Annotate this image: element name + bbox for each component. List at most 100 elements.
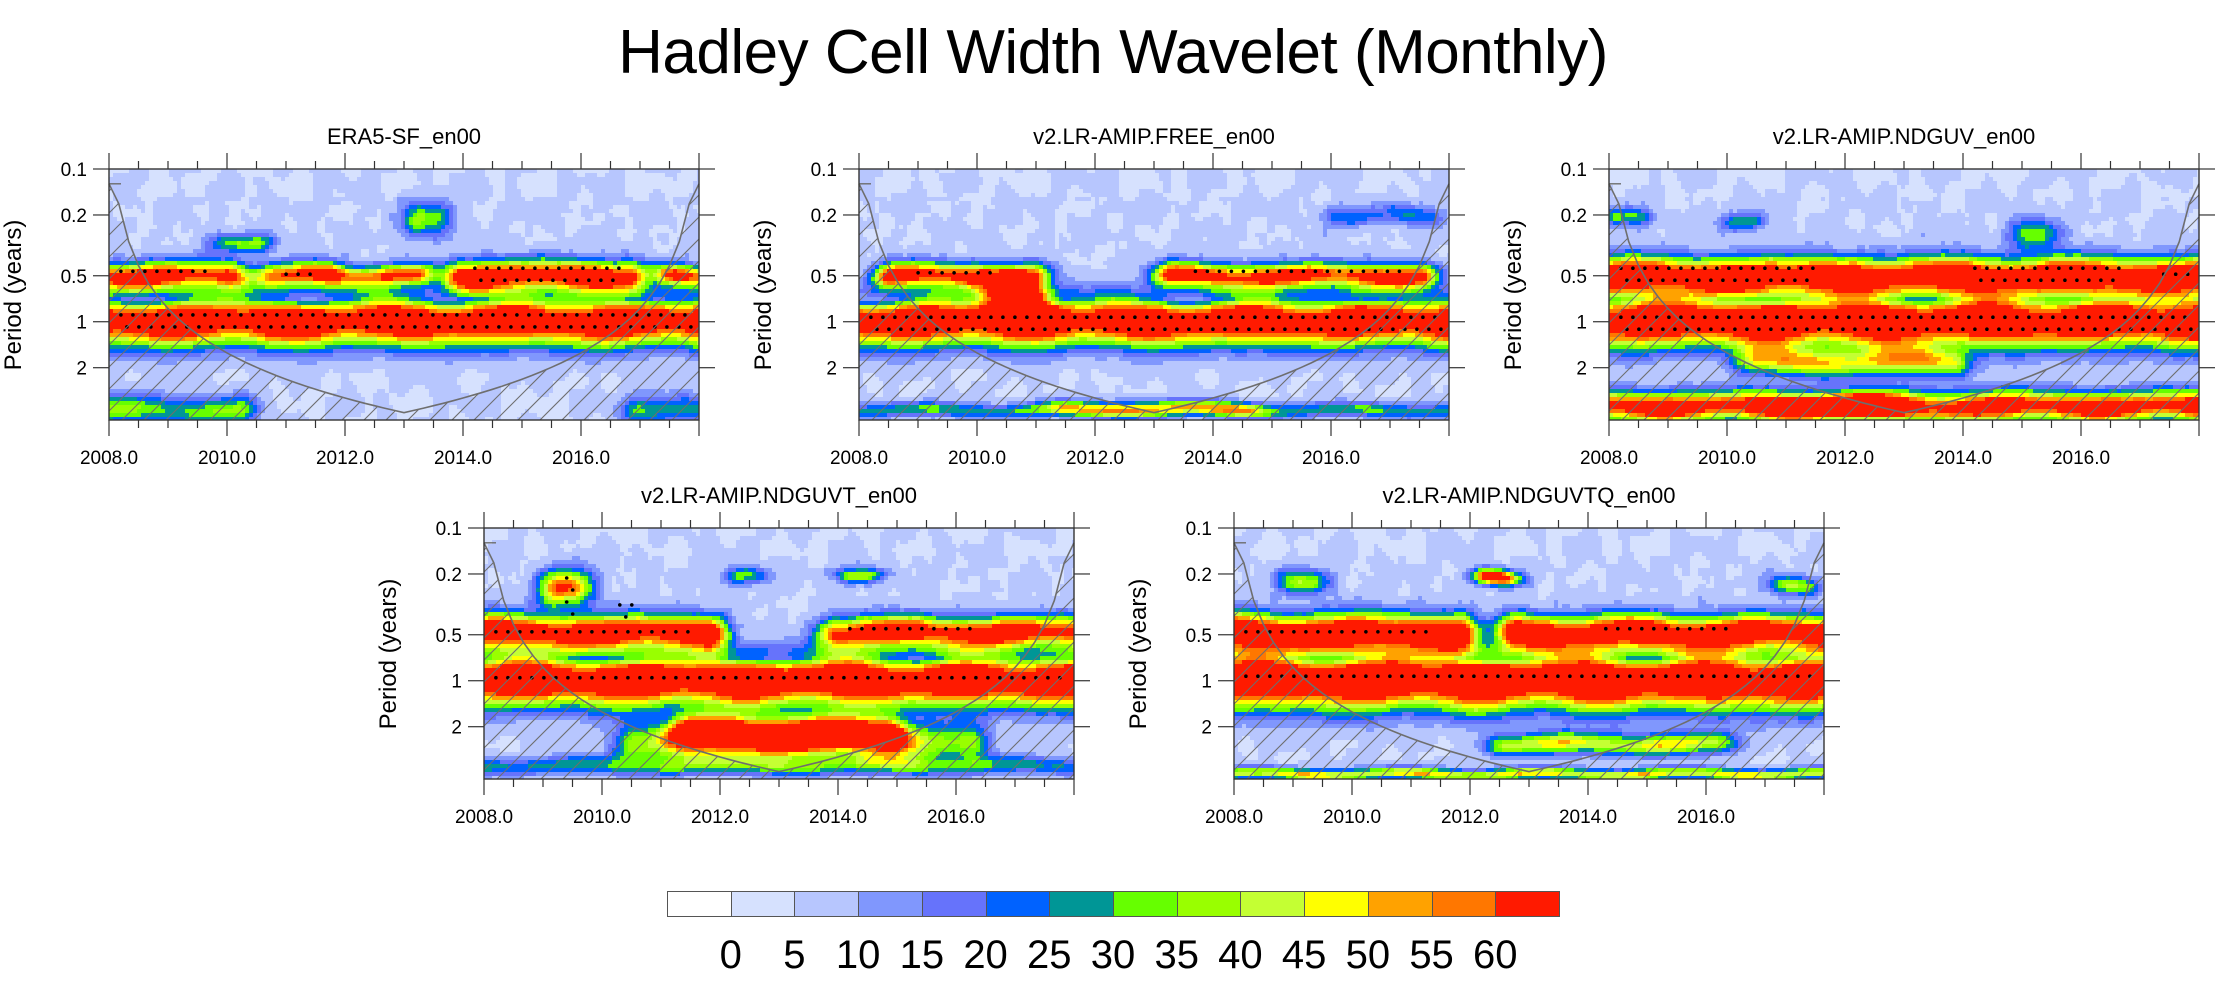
significance-dot bbox=[299, 313, 303, 317]
hatch-line bbox=[1995, 528, 2226, 779]
significance-dot bbox=[473, 266, 477, 270]
hatch-line bbox=[1885, 528, 2136, 779]
significance-dot bbox=[614, 675, 618, 680]
significance-dot bbox=[407, 313, 411, 317]
significance-dot bbox=[1544, 674, 1548, 678]
significance-dot bbox=[1373, 315, 1377, 319]
significance-dot bbox=[449, 325, 453, 329]
significance-dot bbox=[1697, 278, 1701, 282]
significance-dot bbox=[1376, 674, 1380, 678]
hatch-line bbox=[2039, 528, 2226, 779]
significance-dot bbox=[479, 313, 483, 317]
significance-dot bbox=[365, 325, 369, 329]
significance-dot bbox=[872, 626, 876, 631]
coi-curve bbox=[108, 183, 700, 414]
significance-dot bbox=[566, 675, 570, 680]
significance-dot bbox=[155, 269, 159, 274]
significance-dot bbox=[884, 626, 888, 631]
significance-dot bbox=[570, 588, 575, 592]
significance-dot bbox=[1241, 315, 1245, 319]
plot-frame bbox=[1233, 527, 1825, 780]
significance-dot bbox=[1679, 266, 1683, 270]
significance-dot bbox=[1919, 315, 1923, 319]
significance-dot bbox=[1256, 674, 1260, 678]
significance-dot bbox=[2111, 278, 2115, 282]
y-tick-label: 0.1 bbox=[811, 160, 837, 181]
significance-dot bbox=[1853, 327, 1857, 331]
significance-dot bbox=[2033, 327, 2037, 331]
significance-dot bbox=[1805, 278, 1809, 282]
significance-dot bbox=[1187, 327, 1191, 331]
significance-dot bbox=[1673, 327, 1677, 331]
hatch-line bbox=[1003, 183, 1256, 420]
significance-dot bbox=[143, 269, 147, 274]
hatch-line bbox=[109, 183, 176, 420]
significance-dot bbox=[1301, 269, 1306, 274]
significance-dot bbox=[521, 325, 525, 329]
x-tick-label: 2012.0 bbox=[1816, 448, 1874, 469]
panel-title: v2.LR-AMIP.NDGUVTQ_en00 bbox=[1382, 483, 1676, 508]
significance-dot bbox=[1628, 674, 1632, 678]
significance-dot bbox=[989, 315, 993, 319]
significance-dot bbox=[1703, 266, 1707, 270]
significance-dot bbox=[1673, 278, 1677, 282]
colorbar-swatch bbox=[667, 891, 732, 917]
significance-dot bbox=[986, 675, 990, 680]
significance-dot bbox=[564, 600, 569, 604]
significance-dot bbox=[770, 675, 774, 680]
significance-dot bbox=[869, 315, 873, 319]
significance-dot bbox=[1775, 266, 1779, 270]
significance-dot bbox=[881, 315, 885, 319]
hatch-line bbox=[627, 183, 699, 420]
significance-dot bbox=[533, 325, 537, 329]
significance-dot bbox=[1415, 327, 1419, 331]
significance-dot bbox=[995, 327, 999, 331]
x-tick-label: 2012.0 bbox=[691, 807, 749, 828]
significance-dot bbox=[575, 278, 579, 282]
significance-dot bbox=[1265, 269, 1270, 274]
hatch-line bbox=[1774, 542, 1824, 779]
hatch-line bbox=[1234, 542, 1279, 779]
y-tick-label: 2 bbox=[76, 359, 87, 380]
y-tick-label: 0.2 bbox=[61, 206, 87, 227]
significance-dot bbox=[1328, 674, 1332, 678]
significance-dot bbox=[473, 325, 477, 329]
colorbar-swatch bbox=[1431, 891, 1497, 917]
x-tick-label: 2010.0 bbox=[1698, 448, 1756, 469]
significance-dot bbox=[557, 325, 561, 329]
significance-dot bbox=[1412, 674, 1416, 678]
significance-dot bbox=[2015, 315, 2019, 319]
hatch-line bbox=[275, 183, 528, 420]
x-tick-label: 2010.0 bbox=[573, 807, 631, 828]
significance-dot bbox=[1703, 315, 1707, 319]
significance-dot bbox=[161, 325, 165, 329]
significance-dot bbox=[527, 313, 531, 317]
significance-dot bbox=[479, 278, 483, 282]
hatch-line bbox=[1687, 183, 1940, 420]
y-tick-label: 0.1 bbox=[436, 519, 462, 540]
significance-dot bbox=[1973, 266, 1977, 270]
significance-dot bbox=[1019, 327, 1023, 331]
significance-dot bbox=[119, 269, 123, 274]
significance-dot bbox=[563, 278, 567, 282]
significance-dot bbox=[1592, 674, 1596, 678]
colorbar-swatch bbox=[921, 891, 987, 917]
significance-dot bbox=[1097, 315, 1101, 319]
significance-dot bbox=[866, 675, 870, 680]
x-tick-label: 2016.0 bbox=[2052, 448, 2110, 469]
significance-dot bbox=[581, 266, 585, 270]
y-tick-label: 2 bbox=[1201, 718, 1212, 739]
significance-dot bbox=[941, 315, 945, 319]
y-axis: 0.1 0.2 0.5 1 2 bbox=[811, 160, 1465, 380]
significance-dot bbox=[983, 327, 987, 331]
significance-dot bbox=[551, 313, 555, 317]
significance-dot bbox=[1676, 674, 1680, 678]
significance-dot bbox=[1943, 315, 1947, 319]
x-tick-label: 2016.0 bbox=[1302, 448, 1360, 469]
significance-dot bbox=[830, 675, 834, 680]
significance-dot bbox=[167, 269, 171, 274]
significance-dot bbox=[1640, 674, 1644, 678]
y-tick-label: 2 bbox=[1576, 359, 1587, 380]
x-tick-label: 2010.0 bbox=[198, 448, 256, 469]
significance-stipple bbox=[119, 266, 693, 329]
